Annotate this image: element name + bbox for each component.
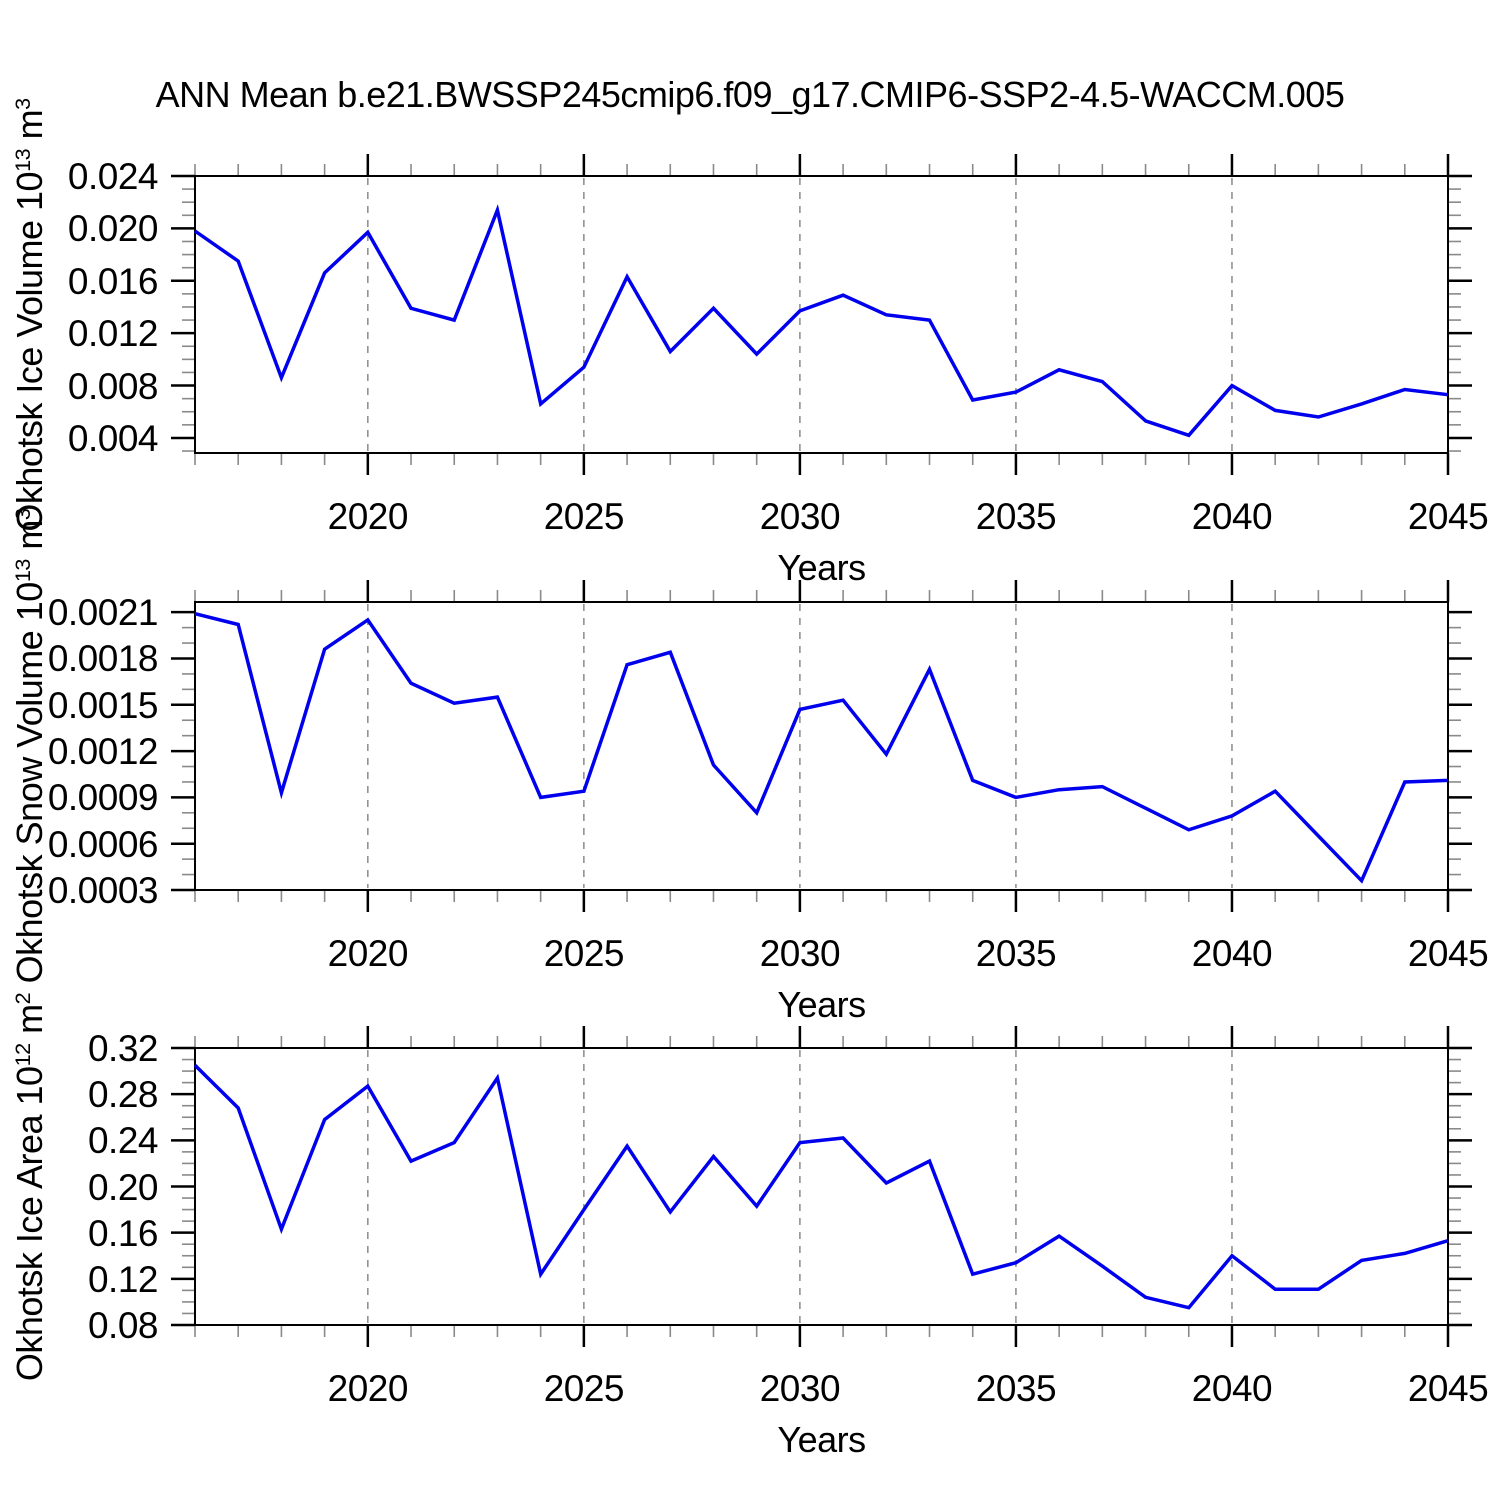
x-tick-label: 2030 — [759, 1368, 841, 1409]
y-axis-title-unit-exponent: 3 — [10, 508, 36, 521]
axis-ticks — [171, 580, 1472, 912]
x-tick-label: 2045 — [1407, 1368, 1489, 1409]
x-tick-label: 2045 — [1407, 933, 1489, 974]
y-tick-label: 0.024 — [67, 156, 159, 197]
y-tick-label: 0.004 — [67, 417, 159, 459]
x-axis-title: Years — [777, 1419, 866, 1460]
y-axis-title-unit: m — [9, 109, 50, 149]
chart-0 — [171, 154, 1472, 475]
gridlines — [367, 604, 1233, 888]
data-line — [194, 612, 1449, 884]
x-tick-label: 2040 — [1191, 1368, 1273, 1409]
axis-ticks — [171, 154, 1472, 475]
x-axis-title: Years — [777, 547, 866, 588]
gridlines — [367, 1050, 1233, 1323]
y-tick-label: 0.016 — [67, 260, 159, 302]
y-tick-label: 0.08 — [87, 1305, 159, 1346]
x-tick-label: 2045 — [1407, 496, 1489, 537]
x-axis-title: Years — [777, 984, 866, 1025]
chart-1 — [171, 580, 1472, 912]
y-tick-label: 0.20 — [87, 1166, 159, 1208]
page-title: ANN Mean b.e21.BWSSP245cmip6.f09_g17.CMI… — [155, 74, 1345, 115]
gridlines — [367, 178, 1233, 451]
x-tick-label: 2020 — [327, 933, 409, 974]
y-tick-label: 0.32 — [87, 1028, 159, 1069]
y-tick-label: 0.24 — [87, 1120, 159, 1162]
y-axis-title-unit: m — [9, 520, 50, 560]
y-tick-label: 0.012 — [67, 313, 159, 355]
y-tick-label: 0.008 — [67, 365, 159, 407]
chart-2 — [171, 1026, 1472, 1347]
plot-box — [194, 601, 1449, 891]
x-tick-label: 2040 — [1191, 496, 1273, 537]
data-line — [193, 204, 1449, 438]
x-tick-label: 2030 — [759, 933, 841, 974]
y-tick-label: 0.28 — [87, 1074, 159, 1116]
x-tick-label: 2025 — [543, 496, 625, 537]
x-tick-label: 2035 — [975, 933, 1057, 974]
y-tick-label: 0.0003 — [47, 870, 159, 911]
x-tick-label: 2020 — [327, 496, 409, 537]
x-tick-label: 2035 — [975, 496, 1057, 537]
y-tick-label: 0.0021 — [47, 592, 159, 634]
y-axis-title-exponent: 13 — [10, 559, 36, 583]
x-tick-label: 2020 — [327, 1368, 409, 1409]
x-tick-label: 2025 — [543, 1368, 625, 1409]
plot-box — [194, 175, 1449, 454]
axis-ticks — [171, 1026, 1472, 1347]
data-line — [193, 1064, 1449, 1310]
y-axis-title-unit-exponent: 2 — [10, 992, 36, 1004]
x-tick-label: 2035 — [975, 1368, 1057, 1409]
y-tick-label: 0.0009 — [47, 777, 159, 819]
y-tick-label: 0.16 — [87, 1212, 159, 1254]
y-axis-title-unit-exponent: 3 — [10, 97, 36, 110]
y-tick-label: 0.0012 — [47, 731, 159, 773]
y-tick-label: 0.0006 — [47, 823, 159, 865]
y-tick-label: 0.12 — [87, 1258, 159, 1300]
y-tick-label: 0.0018 — [47, 638, 159, 680]
y-tick-label: 0.0015 — [47, 684, 159, 726]
plot-box — [194, 1047, 1449, 1326]
y-tick-label: 0.020 — [67, 208, 159, 250]
x-tick-label: 2040 — [1191, 933, 1273, 974]
x-tick-label: 2030 — [759, 496, 841, 537]
x-tick-label: 2025 — [543, 933, 625, 974]
